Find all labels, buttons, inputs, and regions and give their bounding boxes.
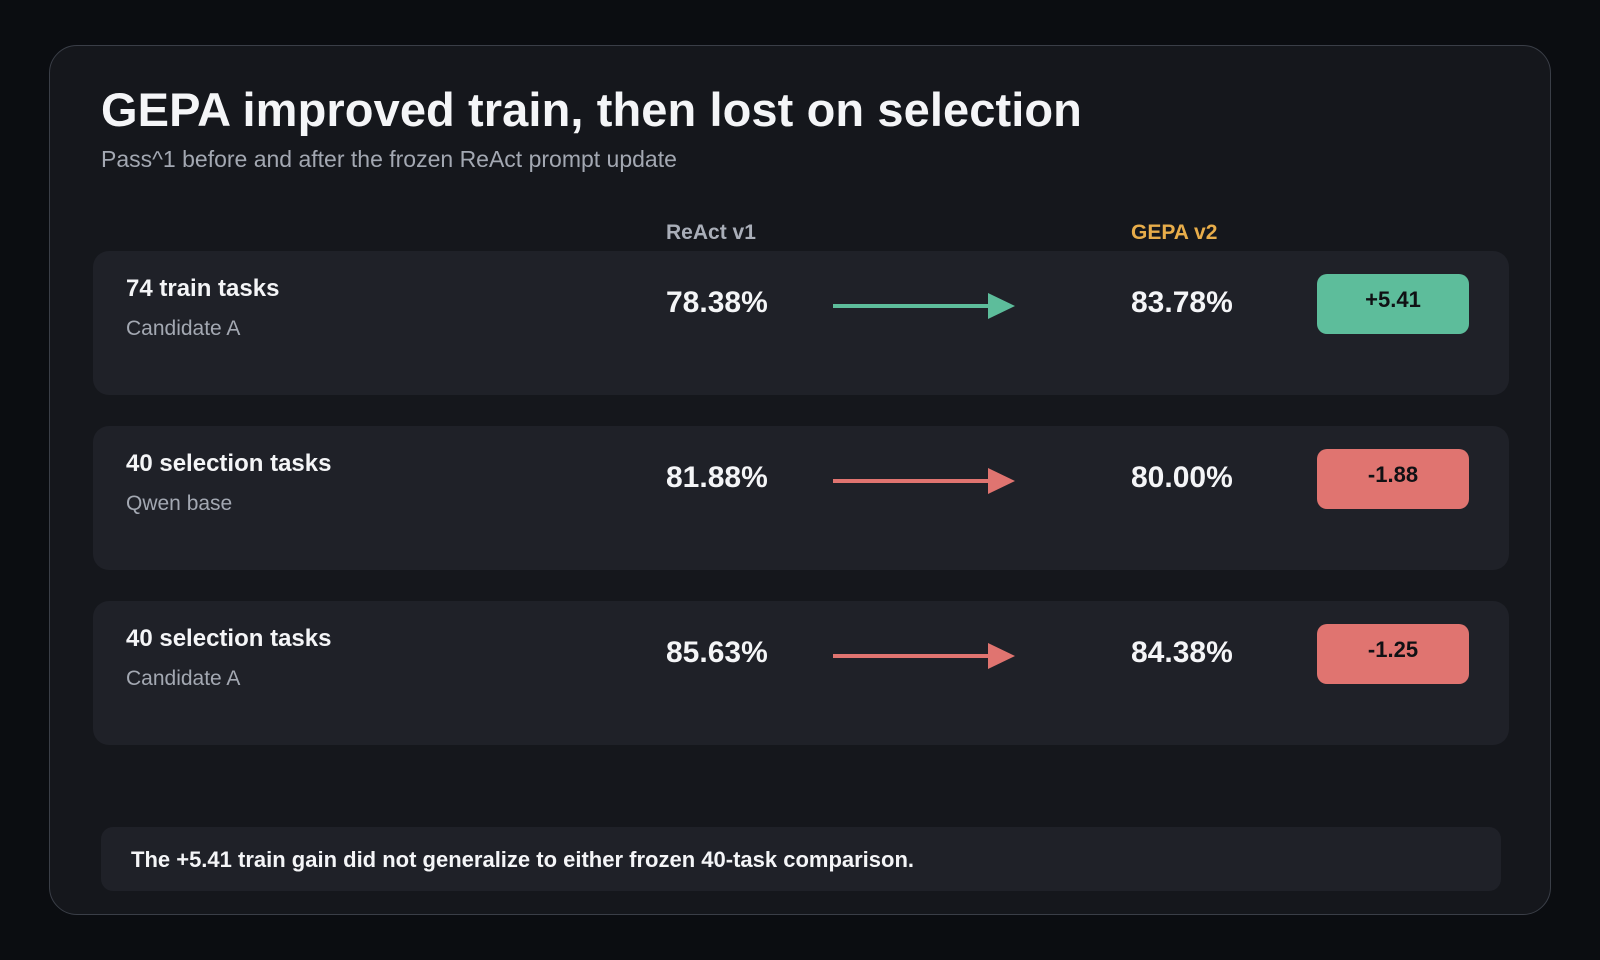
row-sublabel: Qwen base [126,492,233,515]
comparison-row: 40 selection tasks Candidate A 85.63% 84… [93,601,1509,745]
row-sublabel: Candidate A [126,667,241,690]
arrow-head [988,293,1015,319]
comparison-row: 74 train tasks Candidate A 78.38% 83.78%… [93,251,1509,395]
arrow-head [988,643,1015,669]
change-arrow-icon [833,468,1015,494]
row-label: 74 train tasks [126,275,280,302]
change-arrow-icon [833,643,1015,669]
comparison-row: 40 selection tasks Qwen base 81.88% 80.0… [93,426,1509,570]
row-label: 40 selection tasks [126,450,332,477]
takeaway-text: The +5.41 train gain did not generalize … [131,847,915,872]
chart-title: GEPA improved train, then lost on select… [101,83,1082,136]
before-value: 81.88% [666,461,768,494]
delta-badge: -1.88 [1317,449,1469,509]
after-value: 84.38% [1131,636,1233,669]
change-arrow-icon [833,293,1015,319]
before-value: 78.38% [666,286,768,319]
column-header-gepa-v2: GEPA v2 [1131,221,1218,244]
row-sublabel: Candidate A [126,317,241,340]
after-value: 80.00% [1131,461,1233,494]
delta-badge: +5.41 [1317,274,1469,334]
takeaway-note: The +5.41 train gain did not generalize … [101,827,1501,891]
row-label: 40 selection tasks [126,625,332,652]
arrow-head [988,468,1015,494]
before-value: 85.63% [666,636,768,669]
chart-subtitle: Pass^1 before and after the frozen ReAct… [101,146,677,172]
column-header-react-v1: ReAct v1 [666,221,756,244]
delta-badge: -1.25 [1317,624,1469,684]
after-value: 83.78% [1131,286,1233,319]
chart-card: GEPA improved train, then lost on select… [49,45,1551,915]
